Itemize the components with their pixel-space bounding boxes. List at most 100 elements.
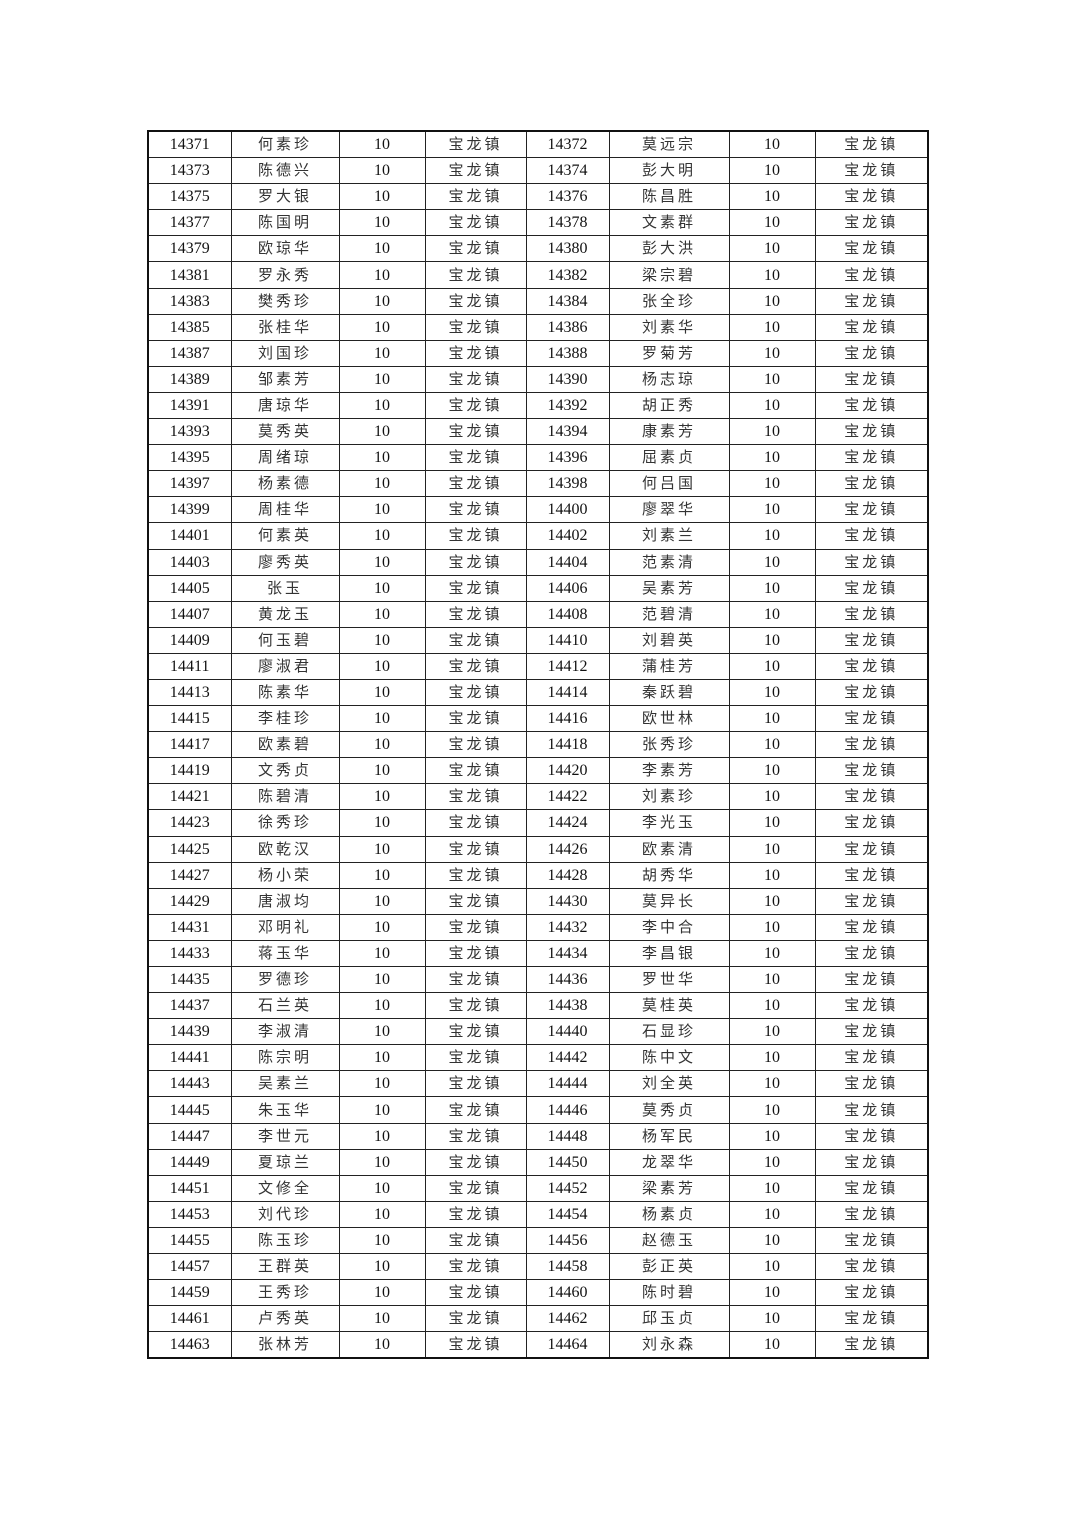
person-name-cell: 罗世华 [608, 965, 730, 994]
amount-cell: 10 [728, 939, 816, 968]
table-row: 14423 徐秀珍 10 宝龙镇 14424 李光玉 10 宝龙镇 [147, 809, 929, 837]
record-id-cell: 14410 [525, 626, 610, 654]
person-name-cell: 彭大明 [608, 157, 730, 185]
amount-cell: 10 [338, 1148, 426, 1176]
person-name-cell: 卢秀英 [230, 1305, 340, 1333]
town-cell: 宝龙镇 [424, 1174, 527, 1202]
person-name-cell: 张玉 [230, 574, 340, 602]
person-name-cell: 夏琼兰 [230, 1148, 340, 1176]
table-row: 14463 张林芳 10 宝龙镇 14464 刘永森 10 宝龙镇 [147, 1331, 929, 1359]
amount-cell: 10 [728, 1148, 816, 1176]
person-name-cell: 杨军民 [608, 1122, 730, 1150]
table-row: 14411 廖淑君 10 宝龙镇 14412 蒲桂芳 10 宝龙镇 [147, 652, 929, 680]
table-row: 14371 何素珍 10 宝龙镇 14372 莫远宗 10 宝龙镇 [147, 130, 929, 159]
amount-cell: 10 [338, 235, 426, 263]
record-id-cell: 14447 [147, 1122, 232, 1150]
amount-cell: 10 [728, 235, 816, 263]
record-id-cell: 14381 [147, 261, 232, 289]
amount-cell: 10 [338, 287, 426, 315]
town-cell: 宝龙镇 [424, 965, 527, 994]
town-cell: 宝龙镇 [814, 731, 929, 759]
person-name-cell: 周绪琼 [230, 444, 340, 472]
person-name-cell: 文修全 [230, 1174, 340, 1202]
record-id-cell: 14453 [147, 1200, 232, 1228]
amount-cell: 10 [338, 678, 426, 707]
record-id-cell: 14449 [147, 1148, 232, 1176]
record-id-cell: 14388 [525, 339, 610, 367]
town-cell: 宝龙镇 [814, 1174, 929, 1202]
town-cell: 宝龙镇 [424, 1096, 527, 1124]
town-cell: 宝龙镇 [424, 313, 527, 341]
record-id-cell: 14419 [147, 757, 232, 785]
record-id-cell: 14413 [147, 678, 232, 707]
record-id-cell: 14399 [147, 496, 232, 524]
amount-cell: 10 [338, 522, 426, 550]
person-name-cell: 刘代珍 [230, 1200, 340, 1228]
person-name-cell: 陈玉珍 [230, 1226, 340, 1255]
town-cell: 宝龙镇 [814, 209, 929, 237]
person-name-cell: 罗大银 [230, 183, 340, 211]
amount-cell: 10 [338, 1122, 426, 1150]
person-name-cell: 陈碧清 [230, 783, 340, 811]
table-row: 14397 杨素德 10 宝龙镇 14398 何吕国 10 宝龙镇 [147, 470, 929, 498]
person-name-cell: 刘国珍 [230, 339, 340, 367]
town-cell: 宝龙镇 [814, 365, 929, 393]
person-name-cell: 欧素碧 [230, 731, 340, 759]
person-name-cell: 彭大洪 [608, 235, 730, 263]
person-name-cell: 康素芳 [608, 418, 730, 446]
town-cell: 宝龙镇 [424, 731, 527, 759]
town-cell: 宝龙镇 [424, 992, 527, 1020]
town-cell: 宝龙镇 [424, 913, 527, 941]
town-cell: 宝龙镇 [424, 1018, 527, 1046]
amount-cell: 10 [728, 1096, 816, 1124]
record-id-cell: 14373 [147, 157, 232, 185]
roster-table: 14371 何素珍 10 宝龙镇 14372 莫远宗 10 宝龙镇 14373 陈德兴 10 宝龙镇 1… [147, 130, 929, 1360]
person-name-cell: 文素群 [608, 209, 730, 237]
town-cell: 宝龙镇 [424, 391, 527, 420]
table-row: 14429 唐淑均 10 宝龙镇 14430 莫异长 10 宝龙镇 [147, 887, 929, 915]
table-row: 14451 文修全 10 宝龙镇 14452 梁素芳 10 宝龙镇 [147, 1174, 929, 1202]
record-id-cell: 14383 [147, 287, 232, 315]
table-row: 14409 何玉碧 10 宝龙镇 14410 刘碧英 10 宝龙镇 [147, 626, 929, 654]
amount-cell: 10 [338, 757, 426, 785]
table-row: 14455 陈玉珍 10 宝龙镇 14456 赵德玉 10 宝龙镇 [147, 1226, 929, 1255]
person-name-cell: 李桂珍 [230, 705, 340, 733]
person-name-cell: 廖秀英 [230, 548, 340, 576]
record-id-cell: 14432 [525, 913, 610, 941]
record-id-cell: 14461 [147, 1305, 232, 1333]
amount-cell: 10 [728, 1279, 816, 1307]
town-cell: 宝龙镇 [814, 287, 929, 315]
record-id-cell: 14439 [147, 1018, 232, 1046]
town-cell: 宝龙镇 [424, 235, 527, 263]
amount-cell: 10 [728, 418, 816, 446]
town-cell: 宝龙镇 [424, 130, 527, 159]
amount-cell: 10 [728, 130, 816, 159]
table-row: 14445 朱玉华 10 宝龙镇 14446 莫秀贞 10 宝龙镇 [147, 1096, 929, 1124]
amount-cell: 10 [338, 1018, 426, 1046]
person-name-cell: 杨素贞 [608, 1200, 730, 1228]
town-cell: 宝龙镇 [424, 209, 527, 237]
town-cell: 宝龙镇 [814, 652, 929, 680]
person-name-cell: 邓明礼 [230, 913, 340, 941]
town-cell: 宝龙镇 [814, 1122, 929, 1150]
town-cell: 宝龙镇 [424, 809, 527, 837]
record-id-cell: 14409 [147, 626, 232, 654]
amount-cell: 10 [728, 574, 816, 602]
town-cell: 宝龙镇 [424, 1305, 527, 1333]
table-body: 14371 何素珍 10 宝龙镇 14372 莫远宗 10 宝龙镇 14373 陈德兴 10 宝龙镇 1… [147, 130, 929, 1359]
town-cell: 宝龙镇 [424, 418, 527, 446]
record-id-cell: 14422 [525, 783, 610, 811]
record-id-cell: 14415 [147, 705, 232, 733]
record-id-cell: 14428 [525, 861, 610, 889]
town-cell: 宝龙镇 [814, 1200, 929, 1228]
person-name-cell: 石显珍 [608, 1018, 730, 1046]
table-row: 14437 石兰英 10 宝龙镇 14438 莫桂英 10 宝龙镇 [147, 992, 929, 1020]
amount-cell: 10 [338, 965, 426, 994]
amount-cell: 10 [728, 444, 816, 472]
amount-cell: 10 [338, 626, 426, 654]
amount-cell: 10 [728, 626, 816, 654]
record-id-cell: 14397 [147, 470, 232, 498]
amount-cell: 10 [728, 965, 816, 994]
record-id-cell: 14441 [147, 1044, 232, 1072]
record-id-cell: 14401 [147, 522, 232, 550]
